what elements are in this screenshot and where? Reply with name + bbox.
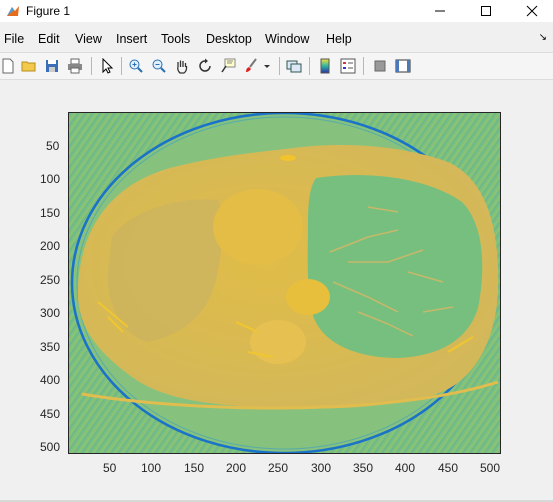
rotate-3d-button[interactable] (195, 56, 214, 75)
x-tick-label: 150 (184, 461, 205, 475)
x-tick-label: 250 (268, 461, 289, 475)
minimize-icon (435, 10, 445, 12)
menu-help[interactable]: Help (326, 32, 352, 46)
new-figure-button[interactable] (0, 56, 17, 75)
vertebra (250, 320, 306, 364)
x-tick-label: 450 (438, 461, 459, 475)
toolbar-separator (363, 57, 364, 75)
rotate-icon (198, 58, 211, 72)
brush-dropdown[interactable] (262, 56, 272, 75)
sternum (280, 155, 296, 161)
y-tick-label: 50 (46, 139, 60, 153)
edit-plot-button[interactable] (97, 56, 116, 75)
colorbar-icon (320, 58, 329, 73)
menu-window[interactable]: Window (265, 32, 310, 46)
menu-desktop[interactable]: Desktop (206, 32, 252, 46)
brush-icon (245, 57, 257, 72)
minimize-button[interactable] (417, 0, 463, 22)
x-tick-label: 500 (480, 461, 501, 475)
toolbar-separator (91, 57, 92, 75)
pan-button[interactable] (172, 56, 191, 75)
dropdown-arrow-icon (264, 64, 270, 68)
x-tick-label: 50 (103, 461, 117, 475)
window-bottom-border (0, 500, 553, 502)
menu-bar: File Edit View Insert Tools Desktop Wind… (0, 29, 553, 49)
y-tick-label: 300 (40, 306, 61, 320)
x-tick-label: 200 (226, 461, 247, 475)
print-figure-button[interactable] (65, 56, 84, 75)
menu-tools[interactable]: Tools (161, 32, 191, 46)
plot-tools-show-icon (395, 59, 410, 72)
scanner-table (81, 380, 499, 410)
y-tick-label: 450 (40, 407, 61, 421)
y-tick-label: 200 (40, 239, 61, 253)
close-button[interactable] (509, 0, 553, 22)
insert-legend-button[interactable] (338, 56, 357, 75)
dock-arrow-icon[interactable]: ↘ (538, 32, 547, 43)
insert-colorbar-button[interactable] (315, 56, 334, 75)
x-tick-label: 300 (311, 461, 332, 475)
toolbar-separator (121, 57, 122, 75)
zoom-in-icon (129, 59, 143, 73)
maximize-icon (481, 6, 491, 16)
save-figure-button[interactable] (42, 56, 61, 75)
link-plot-icon (286, 60, 301, 72)
close-icon (526, 5, 538, 17)
y-tick-label: 150 (40, 206, 61, 220)
ct-image-display[interactable] (68, 112, 501, 454)
brush-button[interactable] (241, 56, 260, 75)
open-folder-icon (21, 61, 35, 71)
window-title: Figure 1 (26, 4, 71, 18)
heart (213, 189, 303, 265)
link-plot-button[interactable] (284, 56, 303, 75)
axes-box (68, 112, 501, 454)
title-bar: Figure 1 (0, 0, 553, 22)
toolbar-separator (279, 57, 280, 75)
y-tick-label: 100 (40, 172, 61, 186)
maximize-button[interactable] (463, 0, 509, 22)
zoom-in-button[interactable] (126, 56, 145, 75)
menu-edit[interactable]: Edit (38, 32, 60, 46)
open-file-button[interactable] (19, 56, 38, 75)
ribs (97, 301, 474, 358)
y-tick-label: 500 (40, 440, 61, 454)
matlab-logo-icon (7, 6, 19, 16)
zoom-out-icon (152, 59, 166, 73)
save-icon (45, 59, 58, 72)
right-lung (107, 199, 223, 342)
toolbar-separator (309, 57, 310, 75)
x-tick-label: 400 (395, 461, 416, 475)
new-file-icon (2, 58, 13, 73)
pointer-arrow-icon (102, 57, 113, 74)
show-plot-tools-button[interactable] (393, 56, 412, 75)
figure-toolbar (0, 52, 553, 80)
menu-view[interactable]: View (75, 32, 102, 46)
x-tick-label: 100 (141, 461, 162, 475)
data-tip-icon (220, 58, 235, 72)
lung-vessels (329, 206, 454, 337)
y-tick-label: 350 (40, 340, 61, 354)
menu-insert[interactable]: Insert (116, 32, 148, 46)
left-lung (307, 175, 483, 358)
menu-file[interactable]: File (4, 32, 25, 46)
y-tick-label: 400 (40, 373, 61, 387)
zoom-out-button[interactable] (149, 56, 168, 75)
y-tick-label: 250 (40, 273, 61, 287)
x-tick-label: 350 (353, 461, 374, 475)
hide-plot-tools-button[interactable] (370, 56, 389, 75)
data-cursor-button[interactable] (218, 56, 237, 75)
plot-tools-hide-icon (374, 60, 385, 71)
print-icon (67, 58, 82, 73)
pan-hand-icon (176, 60, 187, 74)
legend-icon (340, 58, 355, 73)
aorta (286, 279, 330, 315)
